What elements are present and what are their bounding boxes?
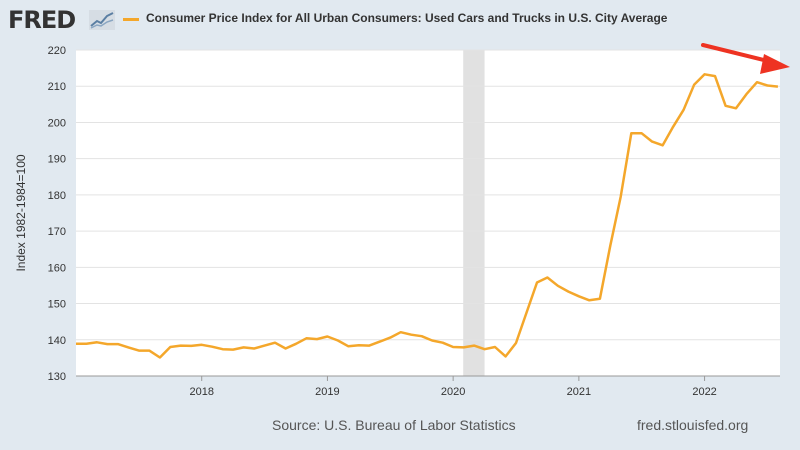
footer-link[interactable]: fred.stlouisfed.org	[637, 417, 749, 433]
x-tick-label: 2020	[441, 386, 465, 398]
footer-source: Source: U.S. Bureau of Labor Statistics	[272, 417, 516, 433]
line-chart: 2018 2019 2020 2021 2022 130 140 150 160 170 180 1…	[14, 43, 790, 398]
plot-area	[76, 50, 780, 376]
y-tick-label: 220	[48, 45, 66, 57]
red-arrow-icon	[701, 43, 790, 74]
fred-logo[interactable]: FRED	[8, 6, 76, 34]
y-tick-label: 170	[48, 226, 66, 238]
y-axis-label: Index 1982-1984=100	[14, 154, 28, 271]
y-tick-label: 210	[48, 81, 66, 93]
x-tick-label: 2021	[567, 386, 591, 398]
chart-header: FRED Consumer Price Index for All Urban …	[0, 0, 800, 42]
y-tick-label: 190	[48, 154, 66, 166]
y-tick-label: 200	[48, 117, 66, 129]
recession-band	[463, 50, 485, 376]
legend-swatch	[123, 18, 139, 21]
x-tick-label: 2018	[189, 386, 213, 398]
line-chart-icon	[89, 10, 115, 30]
x-tick-label: 2022	[692, 386, 716, 398]
y-tick-label: 160	[48, 262, 66, 274]
y-tick-label: 150	[48, 299, 66, 311]
series-line	[76, 73, 779, 359]
y-tick-label: 140	[48, 335, 66, 347]
x-tick-label: 2019	[315, 386, 339, 398]
legend-series-name: Consumer Price Index for All Urban Consu…	[146, 11, 668, 25]
y-tick-label: 130	[48, 371, 66, 383]
y-tick-label: 180	[48, 190, 66, 202]
